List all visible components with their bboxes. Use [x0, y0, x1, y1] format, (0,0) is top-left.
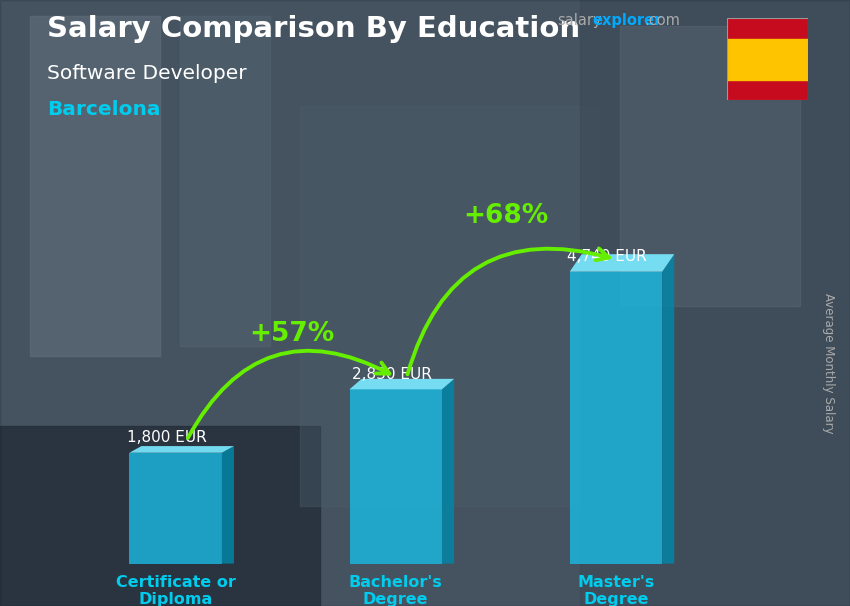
Bar: [180, 16, 270, 346]
Text: +57%: +57%: [250, 321, 335, 347]
Bar: [30, 16, 160, 356]
Text: Software Developer: Software Developer: [47, 64, 246, 82]
Polygon shape: [442, 379, 454, 564]
Bar: [620, 26, 800, 306]
Bar: [0, 426, 320, 606]
Text: Salary Comparison By Education: Salary Comparison By Education: [47, 15, 580, 43]
Polygon shape: [222, 446, 234, 564]
Polygon shape: [570, 254, 674, 271]
Bar: [570, 271, 662, 564]
Text: salary: salary: [557, 13, 601, 28]
Text: 1,800 EUR: 1,800 EUR: [128, 430, 207, 445]
Text: explorer: explorer: [592, 13, 662, 28]
Polygon shape: [662, 254, 674, 564]
Text: +68%: +68%: [463, 203, 548, 229]
Bar: [129, 453, 222, 564]
Text: 4,740 EUR: 4,740 EUR: [568, 249, 647, 264]
Text: 2,830 EUR: 2,830 EUR: [352, 367, 432, 382]
Bar: [580, 0, 850, 606]
Text: .com: .com: [644, 13, 680, 28]
Bar: [300, 106, 600, 506]
Text: Average Monthly Salary: Average Monthly Salary: [822, 293, 836, 434]
Polygon shape: [129, 446, 234, 453]
Bar: [349, 389, 442, 564]
Bar: [727, 39, 808, 79]
Text: Barcelona: Barcelona: [47, 100, 161, 119]
Polygon shape: [349, 379, 454, 389]
